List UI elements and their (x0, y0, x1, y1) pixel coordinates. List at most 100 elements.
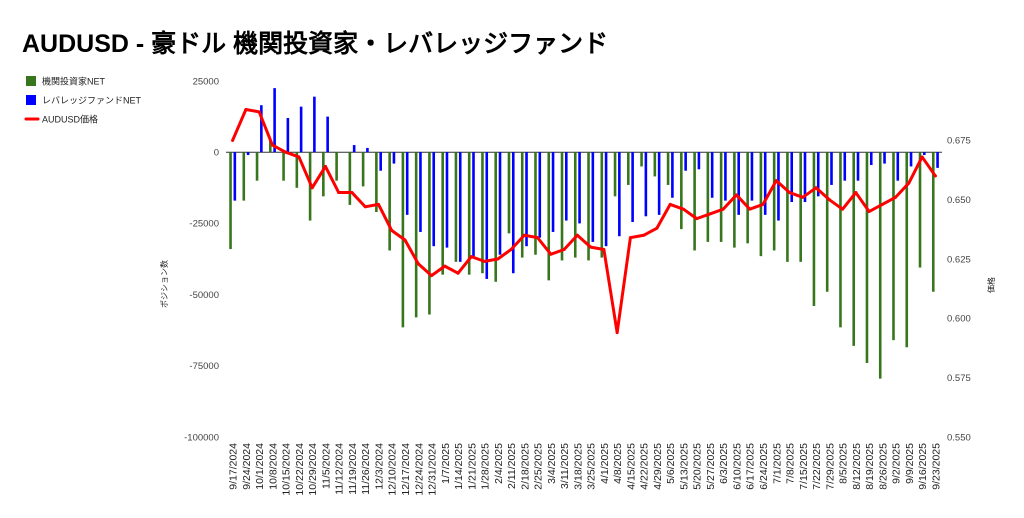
x-tick-label: 3/18/2025 (572, 443, 584, 490)
x-tick-label: 10/29/2024 (307, 443, 319, 496)
x-tick-label: 10/8/2024 (267, 443, 279, 490)
institutional-net-bar (534, 152, 537, 255)
price-points (231, 107, 937, 335)
x-tick-label: 10/1/2024 (254, 443, 266, 490)
price-point (231, 138, 235, 142)
leveraged-fund-net-bar (684, 152, 687, 171)
institutional-net-bar (865, 152, 869, 363)
leveraged-fund-net-bar (525, 152, 528, 247)
price-point (257, 110, 261, 114)
institutional-net-bar (653, 152, 657, 177)
leveraged-fund-net-bar (405, 152, 409, 215)
price-point (416, 262, 420, 266)
price-point (615, 331, 619, 335)
institutional-net-bar (255, 152, 259, 181)
x-tick-label: 6/24/2025 (758, 443, 770, 490)
x-tick-label: 6/17/2025 (745, 443, 757, 490)
x-tick-label: 9/16/2025 (917, 443, 929, 490)
institutional-net-bar (931, 152, 935, 292)
price-point (496, 257, 500, 261)
leveraged-fund-net-bar (936, 152, 939, 168)
legend: 機関投資家NET レバレッジファンドNET AUDUSD価格 (24, 76, 142, 125)
institutional-net-bar (481, 152, 484, 274)
x-tick-label: 7/15/2025 (798, 443, 810, 490)
x-tick-label: 11/5/2024 (320, 443, 332, 489)
leveraged-fund-net-bar (830, 152, 833, 185)
price-point (589, 245, 593, 249)
x-tick-label: 2/25/2025 (533, 443, 545, 490)
institutional-net-bar (719, 152, 723, 242)
y2-tick-label: 0.600 (947, 314, 971, 325)
price-point (695, 217, 699, 221)
institutional-net-bar (600, 152, 604, 258)
institutional-net-bar (242, 152, 246, 201)
x-axis-labels: 9/17/2024 9/24/2024 10/1/2024 10/8/2024 10/1… (228, 443, 943, 496)
price-point (456, 271, 460, 275)
leveraged-fund-net-bar (392, 152, 396, 164)
institutional-net-bar (852, 152, 856, 346)
price-point (867, 210, 871, 214)
x-tick-label: 7/1/2025 (771, 443, 783, 484)
x-tick-label: 1/14/2025 (453, 443, 465, 490)
legend-item-audusd-price: AUDUSD価格 (24, 114, 98, 125)
leveraged-fund-net-bar (273, 88, 276, 153)
y2-axis-title: 価格 (986, 277, 996, 293)
price-point (536, 236, 540, 240)
leveraged-fund-net-bar (909, 152, 913, 167)
y2-tick-label: 0.550 (947, 432, 971, 443)
leveraged-fund-net-bar (671, 152, 674, 198)
institutional-net-bar (786, 152, 789, 262)
price-point (376, 202, 380, 206)
leveraged-fund-net-bar (856, 152, 860, 181)
leveraged-fund-net-bar (286, 118, 290, 153)
institutional-net-bar (878, 152, 882, 379)
leveraged-fund-net-bar (896, 152, 900, 181)
legend-label-institutional-net: 機関投資家NET (42, 76, 106, 87)
price-point (628, 236, 632, 240)
leveraged-fund-net-bar (260, 105, 263, 153)
institutional-net-bar (467, 152, 471, 275)
x-tick-label: 1/28/2025 (480, 443, 492, 490)
leveraged-fund-net-bar (710, 152, 714, 198)
institutional-net-bar (706, 152, 710, 242)
x-tick-label: 3/11/2025 (559, 443, 571, 489)
leveraged-fund-net-bar (578, 152, 581, 224)
institutional-net-bar (666, 152, 670, 185)
price-point (920, 155, 924, 159)
price-point (894, 195, 898, 199)
leveraged-fund-net-bar (803, 152, 807, 203)
x-tick-label: 5/20/2025 (692, 443, 704, 490)
y-tick-label: -75000 (189, 361, 219, 372)
price-line (231, 107, 937, 335)
institutional-net-bar (229, 152, 232, 250)
price-point (363, 205, 367, 209)
institutional-net-bar (839, 152, 842, 328)
x-tick-label: 1/21/2025 (466, 443, 478, 490)
price-point (483, 259, 487, 263)
institutional-net-bar (375, 152, 378, 213)
x-tick-label: 3/25/2025 (586, 443, 598, 490)
x-tick-label: 4/15/2025 (625, 443, 637, 490)
price-point (575, 233, 579, 237)
x-tick-label: 11/12/2024 (334, 443, 346, 495)
institutional-net-bar (746, 152, 749, 244)
price-point (655, 226, 659, 230)
institutional-net-bars (229, 139, 935, 379)
institutional-net-bar (733, 152, 736, 248)
leveraged-fund-net-bar (511, 152, 515, 274)
y-tick-label: 0 (214, 148, 219, 159)
institutional-net-bar (295, 152, 299, 188)
price-point (708, 212, 712, 216)
legend-label-audusd-price: AUDUSD価格 (42, 114, 98, 125)
institutional-net-bar (507, 152, 511, 234)
leveraged-fund-net-bar (750, 152, 754, 201)
institutional-net-bar (560, 152, 564, 261)
leveraged-fund-net-bar (551, 152, 555, 232)
y-tick-label: -50000 (189, 290, 219, 301)
leveraged-fund-net-bar (299, 106, 303, 153)
price-point (854, 191, 858, 195)
price-point (403, 238, 407, 242)
price-point (734, 193, 738, 197)
leveraged-fund-net-bar (631, 152, 634, 222)
